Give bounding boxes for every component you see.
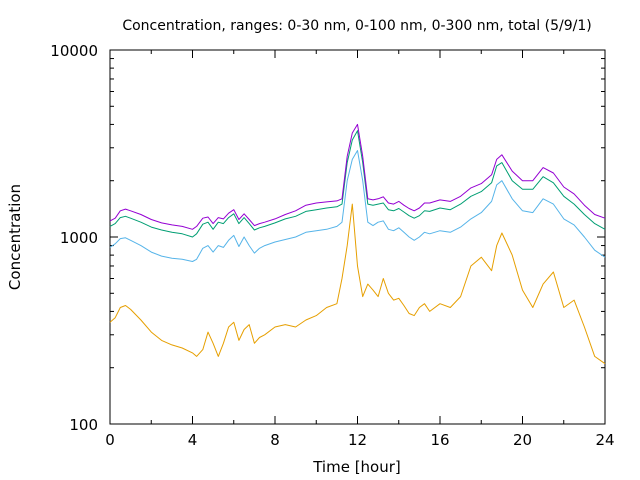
series-line-4 (109, 123, 606, 230)
x-axis-label: Time [hour] (312, 458, 401, 476)
x-tick-label: 24 (595, 431, 614, 449)
y-tick-label: 1000 (60, 229, 98, 247)
y-tick-label: 100 (69, 416, 98, 434)
x-tick-label: 0 (105, 431, 115, 449)
x-tick-label: 12 (348, 431, 367, 449)
chart-title: Concentration, ranges: 0-30 nm, 0-100 nm… (122, 18, 591, 34)
axis-ticks: 0 4 8 12 16 20 24 100 1000 10000 (50, 42, 614, 449)
series-line-1 (109, 203, 606, 365)
x-tick-label: 8 (270, 431, 280, 449)
series-line-3 (109, 130, 606, 238)
x-tick-label: 16 (430, 431, 449, 449)
y-tick-label: 10000 (50, 42, 98, 60)
series-line-2 (109, 150, 606, 262)
y-axis-label: Concentration (6, 184, 24, 290)
x-tick-label: 20 (513, 431, 532, 449)
series-lines (109, 123, 606, 365)
plot-frame (109, 49, 606, 425)
x-tick-label: 4 (188, 431, 198, 449)
